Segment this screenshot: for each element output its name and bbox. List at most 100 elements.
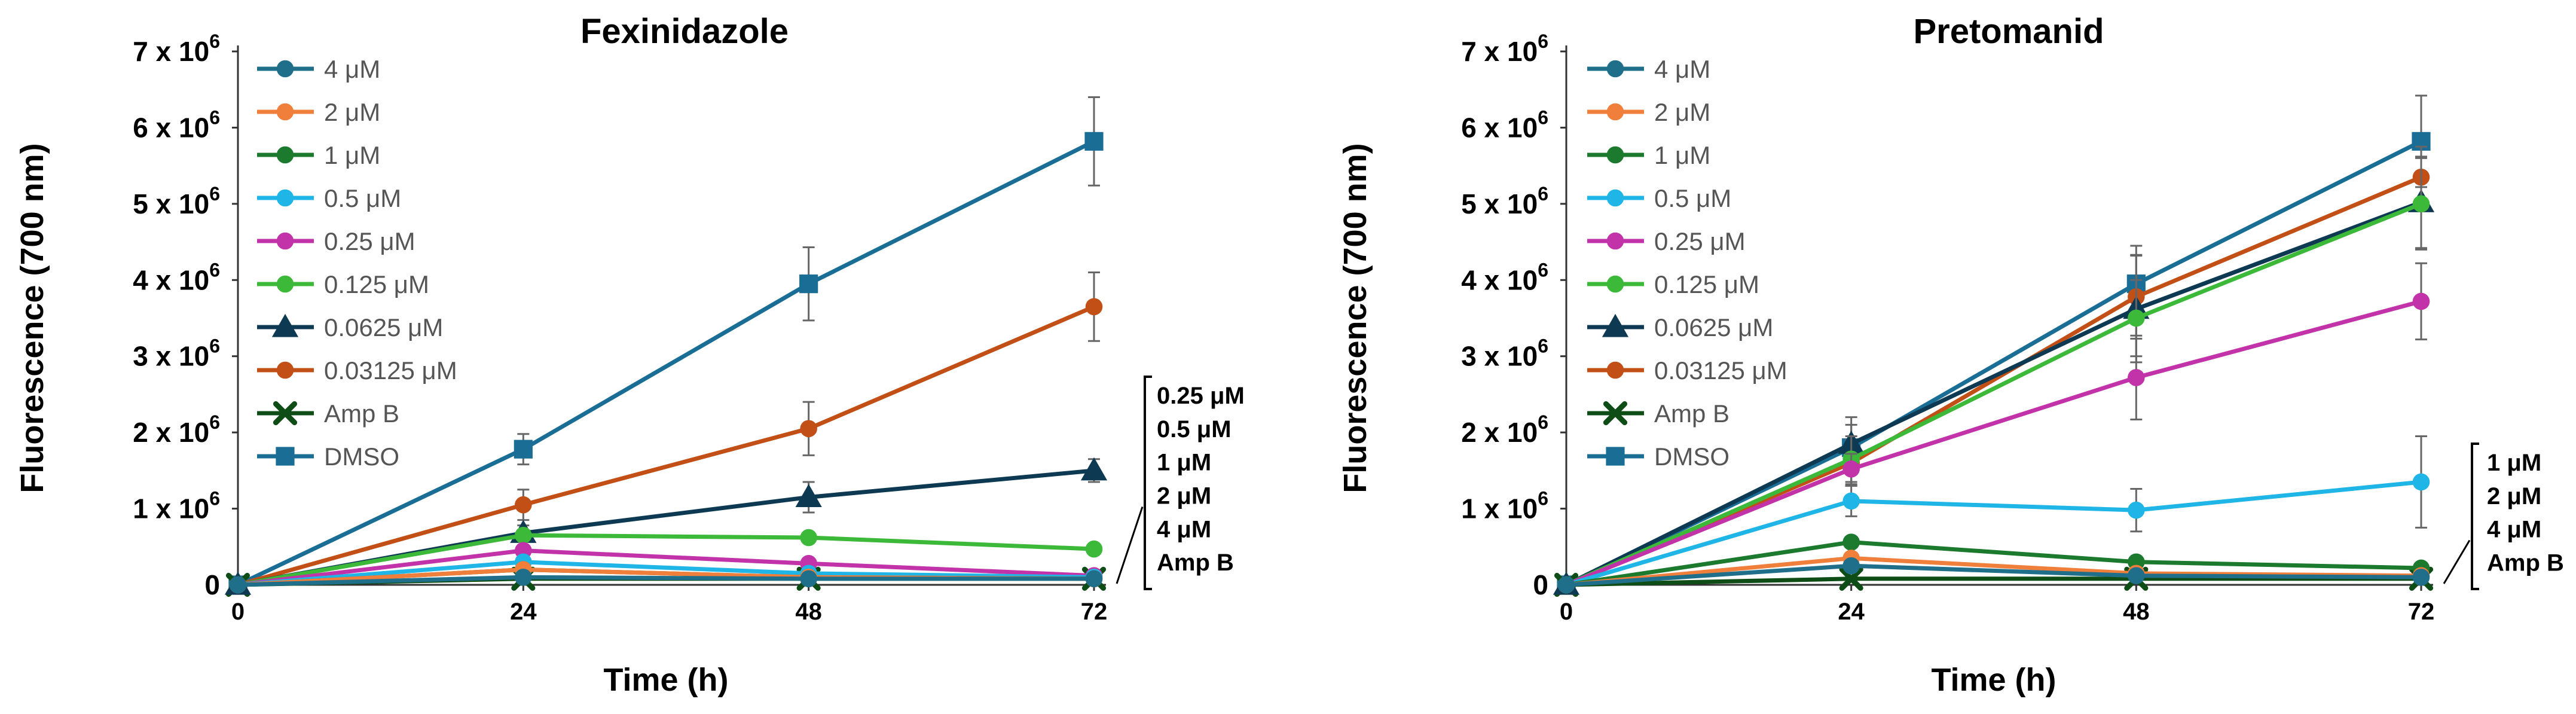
y-tick-exponent: 6: [209, 106, 220, 128]
y-tick-exponent: 6: [209, 411, 220, 433]
series-0-25-um: [1557, 262, 2430, 594]
legend-label: 2 μM: [1654, 98, 1710, 126]
data-point: [515, 526, 532, 544]
series-line: [1566, 540, 2422, 587]
y-tick-exponent: 6: [1538, 259, 1548, 280]
bracket-label: 1 μM: [1157, 450, 1211, 476]
y-tick-base: 2 x 10: [133, 417, 209, 448]
x-tick-label: 0: [231, 599, 245, 625]
y-tick-exponent: 6: [1538, 183, 1548, 205]
y-tick-exponent: 6: [1538, 411, 1548, 433]
y-tick-exponent: 6: [209, 488, 220, 509]
bracket: [1144, 376, 1152, 590]
data-point: [1085, 540, 1103, 558]
bracket: [2471, 443, 2479, 590]
data-point: [2412, 195, 2430, 213]
data-point: [1842, 492, 1860, 510]
data-point: [1842, 460, 1860, 478]
data-point: [515, 496, 532, 514]
legend-item-0-0625-um: 0.0625 μM: [1587, 313, 1773, 341]
data-point: [800, 420, 817, 438]
data-point: [1557, 576, 1575, 594]
legend-item-4-um: 4 μM: [257, 55, 380, 83]
chart-title: Pretomanid: [1913, 12, 2104, 51]
y-tick-base: 7 x 10: [1461, 36, 1538, 67]
bracket-group: 1 μM 2 μM 4 μM Amp B: [2443, 443, 2564, 590]
bracket-label: 2 μM: [2487, 483, 2541, 509]
data-point: [2128, 567, 2145, 585]
legend-item-0-5-um: 0.5 μM: [1587, 184, 1731, 212]
legend-swatch-marker: [271, 313, 299, 337]
legend-swatch-marker: [1602, 313, 1629, 337]
data-point: [1085, 298, 1103, 316]
legend-swatch-marker: [276, 447, 295, 466]
y-tick-base: 7 x 10: [133, 36, 209, 67]
legend-item-dmso: DMSO: [257, 443, 399, 471]
y-tick-exponent: 6: [1538, 106, 1548, 128]
series-line: [1566, 480, 2422, 587]
legend-item-1-um: 1 μM: [257, 141, 380, 169]
legend-label: 4 μM: [324, 55, 380, 83]
legend-item-amp-b: Amp B: [257, 399, 399, 428]
data-point: [1080, 457, 1108, 481]
y-tick-label: 1 x 106: [1461, 488, 1548, 524]
legend-swatch-marker: [276, 103, 294, 121]
legend-swatch-marker: [276, 60, 294, 78]
bracket-group: 0.25 μM 0.5 μM 1 μM 2 μM 4 μM Amp B: [1116, 376, 1245, 590]
y-tick-base: 1 x 10: [1461, 493, 1538, 524]
legend-item-1-um: 1 μM: [1587, 141, 1710, 169]
legend-label: Amp B: [324, 399, 399, 428]
y-axis-title: Fluorescence (700 nm): [1337, 143, 1373, 493]
data-point: [2128, 309, 2145, 327]
legend-swatch-marker: [1606, 232, 1624, 250]
y-tick-base: 3 x 10: [133, 341, 209, 372]
series-dmso: [228, 96, 1104, 594]
series-line: [1566, 576, 2421, 587]
legend-item-0-03125-um: 0.03125 μM: [257, 356, 457, 385]
y-tick-label: 5 x 106: [1461, 183, 1548, 219]
legend-label: 0.125 μM: [324, 270, 429, 298]
bracket-label: Amp B: [2487, 550, 2564, 576]
bracket-label: 0.25 μM: [1157, 383, 1245, 409]
bracket-label: 1 μM: [2487, 450, 2541, 476]
legend-swatch-marker: [1606, 103, 1624, 121]
data-point: [2128, 501, 2145, 519]
y-tick-label: 3 x 106: [133, 335, 220, 372]
series-line: [1566, 563, 2422, 587]
bracket-label: Amp B: [1157, 550, 1234, 576]
legend-item-2-um: 2 μM: [257, 98, 380, 126]
legend-item-dmso: DMSO: [1587, 443, 1729, 471]
legend-label: DMSO: [1654, 443, 1729, 471]
chart-title: Fexinidazole: [580, 12, 789, 51]
x-tick-label: 24: [510, 599, 537, 625]
legend-swatch-marker: [1606, 447, 1625, 466]
legend-label: 0.0625 μM: [324, 313, 443, 341]
data-point: [2412, 568, 2430, 586]
legend-swatch-marker: [273, 401, 298, 426]
legend-label: 1 μM: [1654, 141, 1710, 169]
legend-label: 0.03125 μM: [1654, 356, 1787, 385]
y-tick-base: 5 x 10: [133, 188, 209, 219]
legend: 4 μM 2 μM 1 μM 0.5 μM 0.25 μM 0.125 μM 0.0625 …: [1587, 55, 1787, 471]
y-tick-base: 2 x 10: [1461, 417, 1538, 448]
legend-item-0-125-um: 0.125 μM: [1587, 270, 1759, 298]
y-tick-base: 5 x 10: [1461, 188, 1538, 219]
data-point: [1839, 566, 1863, 591]
legend-label: 0.25 μM: [1654, 227, 1746, 255]
y-tick-label: 4 x 106: [1461, 259, 1548, 295]
y-tick-exponent: 6: [1538, 30, 1548, 52]
y-tick-base: 0: [204, 569, 220, 600]
bracket-label: 2 μM: [1157, 483, 1211, 509]
legend-item-0-125-um: 0.125 μM: [257, 270, 429, 298]
y-tick-base: 0: [1533, 569, 1548, 600]
y-tick-base: 4 x 10: [133, 264, 209, 295]
series-line: [237, 575, 1094, 587]
legend-item-4-um: 4 μM: [1587, 55, 1710, 83]
legend-item-0-25-um: 0.25 μM: [1587, 227, 1746, 255]
legend-label: 0.03125 μM: [324, 356, 457, 385]
legend-item-2-um: 2 μM: [1587, 98, 1710, 126]
x-tick-label: 48: [795, 599, 822, 625]
legend-label: 0.5 μM: [1654, 184, 1731, 212]
data-point: [800, 529, 817, 547]
